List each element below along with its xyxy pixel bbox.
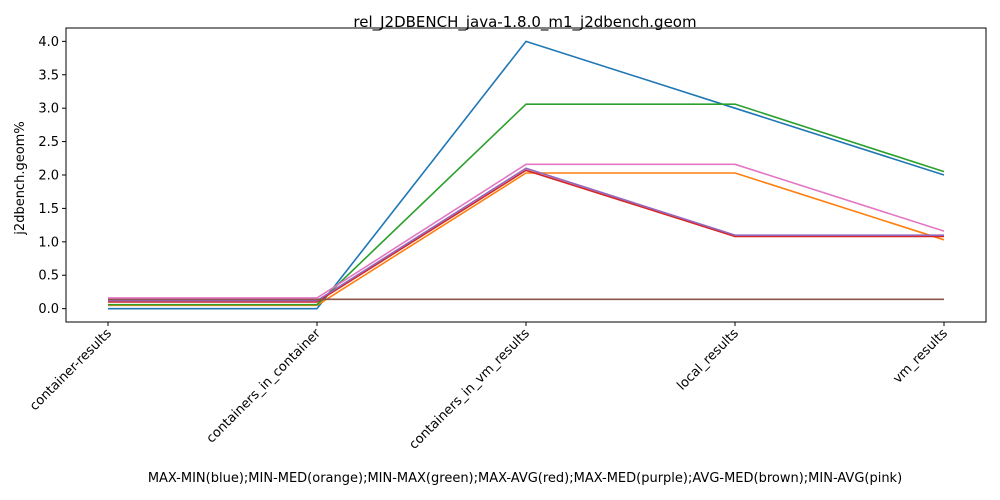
y-tick-label: 0.5 [38,269,59,284]
x-tick-label: vm_results [890,326,951,387]
y-tick-label: 3.5 [38,68,59,83]
y-tick-label: 4.0 [38,35,59,50]
series-line-0 [108,40,945,310]
series-layer [108,40,945,310]
series-line-3 [108,169,944,303]
x-tick-label: container-results [27,326,115,414]
y-axis-label: j2dbench.geom% [13,121,28,235]
y-tick-label: 0.0 [38,302,59,317]
series-line-6 [108,163,945,299]
series-line-2 [108,103,945,306]
x-tick-label: containers_in_vm_results [407,326,533,452]
chart-title: rel_J2DBENCH_java-1.8.0_m1_j2dbench.geom [353,13,696,32]
series-line-4 [108,167,944,302]
y-tick-label: 2.0 [38,169,59,184]
y-tick-label: 2.5 [38,135,59,150]
y-tick-label: 3.0 [38,102,59,117]
x-axis: container-results containers_in_container… [27,322,951,453]
y-tick-label: 1.0 [38,235,59,250]
plot-frame [65,27,987,323]
x-axis-label: MAX-MIN(blue);MIN-MED(orange);MIN-MAX(gr… [148,471,902,486]
plot-area: 0.0 0.5 1.0 1.5 2.0 2.5 3.0 3.5 4.0 container-re… [27,27,987,453]
series-line-1 [108,172,945,307]
y-axis: 0.0 0.5 1.0 1.5 2.0 2.5 3.0 3.5 4.0 [38,35,66,317]
y-tick-label: 1.5 [38,202,59,217]
x-tick-label: containers_in_container [204,326,325,447]
x-tick-label: local_results [674,326,742,394]
